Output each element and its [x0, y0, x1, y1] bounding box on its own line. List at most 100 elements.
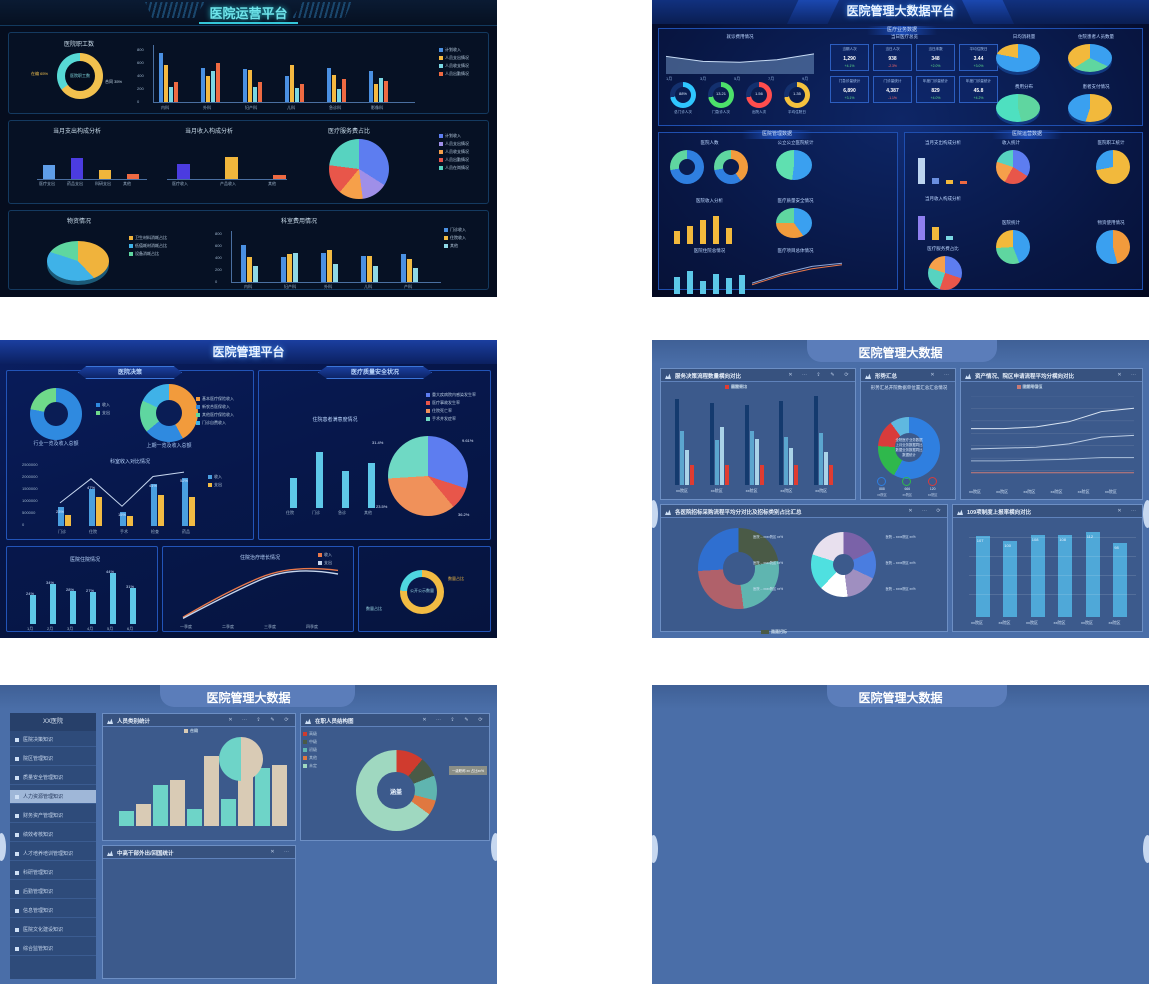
- card[interactable]: 在职人员结构图 ⟳ ✎ ⇪ ⋯ ✕ 涵盖 高级 中级 初级 其他 未定 一级职称 xx 占比xx%: [300, 713, 490, 841]
- card-control-close[interactable]: ✕: [788, 372, 793, 378]
- card-header: 服务决策流程数量横向对比 ⟳ ✎ ⇪ ⋯ ✕: [661, 369, 855, 382]
- bar: [206, 75, 210, 102]
- card[interactable]: 服务决策流程数量横向对比 ⟳ ✎ ⇪ ⋯ ✕ xx院区 xx院区 xx院区 xx院区 xx院区 全院平…: [660, 368, 856, 500]
- thumbnail-hospital-management-platform[interactable]: 医院管理平台 医院决策 医疗质量安全状况 行业一览及收入总额 收入 支出 上期一览及收…: [0, 340, 497, 638]
- p4-nav-left-arrow[interactable]: [652, 500, 658, 528]
- line-chart: [752, 262, 842, 286]
- bar: [784, 436, 789, 485]
- gauge-value: 88%: [678, 91, 687, 96]
- bar: [814, 395, 819, 485]
- gauge-value: 1.35: [793, 91, 801, 96]
- thumbnail-hospital-bigdata-bi-1[interactable]: 医院管理大数据 服务决策流程数量横向对比 ⟳ ✎ ⇪ ⋯ ✕ xx院区 xx院区 xx院区 xx院…: [652, 340, 1149, 638]
- card-control-export[interactable]: ⇪: [816, 372, 821, 378]
- legend-label: 支出: [102, 410, 110, 415]
- card-control-close[interactable]: ✕: [908, 508, 913, 514]
- p3-quality-legend: 重大疾病院内感染发生率 医疗事故发生率 住院死亡率 手术并发症率: [426, 392, 476, 424]
- legend-item: 其他医疗保险收入: [196, 412, 234, 418]
- sidebar-item-1[interactable]: 院区管理知识: [10, 752, 96, 766]
- card[interactable]: 资产情况、院区申请流程平均分横向对比 ⋯ ✕ xx院区 xx院区 xx院区 xx院区 xx院区…: [960, 368, 1143, 500]
- card[interactable]: 形势汇总 ⋯ ✕ 形势汇总开院数据单位置汇总汇总情况 全院医疗业务数据 上月业务数据同比数…: [860, 368, 956, 500]
- legend-label: 比选: [771, 629, 779, 634]
- card-control-edit[interactable]: ✎: [464, 717, 469, 723]
- p5-sidebar: XX医院 医院决策知识 院区管理知识 质量安全管理知识 人力资源管理知识 财务资产管理知…: [10, 713, 96, 979]
- p2-area-chart: [666, 53, 814, 74]
- bar: [713, 215, 719, 244]
- x-tick-label: 药品: [182, 529, 190, 534]
- p1-bar-x-axis: [153, 102, 415, 103]
- card-control-refresh[interactable]: ⟳: [478, 717, 483, 723]
- x-tick-label: 门诊: [58, 529, 66, 534]
- pie-3d: [996, 44, 1040, 72]
- thumbnail-hospital-bigdata-bi-3[interactable]: 医院管理大数据: [652, 685, 1149, 984]
- card-control-export[interactable]: ⇪: [450, 717, 455, 723]
- sidebar-book-icon: [15, 852, 19, 856]
- sidebar-item-7[interactable]: 科研管理知识: [10, 866, 96, 880]
- card-control-close[interactable]: ✕: [1117, 508, 1122, 514]
- card-control-more[interactable]: ⋯: [944, 372, 949, 378]
- card-control-edit[interactable]: ✎: [270, 717, 275, 723]
- p5-nav-left-arrow[interactable]: [0, 833, 6, 861]
- bar: [110, 573, 116, 624]
- card[interactable]: 人员类别统计 ⟳ ✎ ⇪ ⋯ ✕ 在编 合同: [102, 713, 296, 841]
- sidebar-item-0[interactable]: 医院决策知识: [10, 733, 96, 747]
- bar: [281, 256, 286, 282]
- bar: [136, 804, 151, 826]
- p5-nav-right-arrow[interactable]: [491, 833, 497, 861]
- card-control-edit[interactable]: ✎: [830, 372, 835, 378]
- sidebar-item-5[interactable]: 绩效考核知识: [10, 828, 96, 842]
- p4-nav-right-arrow[interactable]: [1143, 500, 1149, 528]
- card-control-close[interactable]: ✕: [228, 717, 233, 723]
- p1-staff-callout-2: 合同 35%: [105, 79, 123, 84]
- legend-item: 人员收支情况: [439, 149, 469, 155]
- card-control-close[interactable]: ✕: [422, 717, 427, 723]
- donut-center-line: 数据业务数据同比: [895, 447, 923, 452]
- card-control-more[interactable]: ⋯: [436, 717, 441, 723]
- card-control-more[interactable]: ⋯: [242, 717, 247, 723]
- sidebar-item-10[interactable]: 医院文化建设知识: [10, 923, 96, 937]
- card-control-close[interactable]: ✕: [1117, 372, 1122, 378]
- p1-bar-y-axis: [153, 45, 154, 103]
- thumbnail-hospital-operations-platform[interactable]: 医院运营平台 医院职工数 医院职工数 在编 65% 合同 35% 0 200 400…: [0, 0, 497, 297]
- kpi-label: 当日床数: [928, 47, 943, 51]
- chart-title: 医院收入分析: [696, 198, 723, 203]
- sidebar-item-4[interactable]: 财务资产管理知识: [10, 809, 96, 823]
- card-header: 109项制度上报率横向对比 ⋯ ✕: [953, 505, 1142, 518]
- card-control-more[interactable]: ⋯: [1131, 508, 1136, 514]
- card-body: 在编 合同: [103, 727, 295, 840]
- card-control-more[interactable]: ⋯: [802, 372, 807, 378]
- sidebar-item-6[interactable]: 人才培养培训管理知识: [10, 847, 96, 861]
- legend-label: 全院平均: [731, 384, 747, 389]
- card-control-more[interactable]: ⋯: [922, 508, 927, 514]
- sidebar-item-11[interactable]: 综合监管知识: [10, 942, 96, 956]
- p3-disclosure-hole: [407, 577, 437, 607]
- bar: [690, 464, 694, 485]
- sidebar-item-8[interactable]: 后勤管理知识: [10, 885, 96, 899]
- card-control-more[interactable]: ⋯: [284, 849, 289, 855]
- card-control-close[interactable]: ✕: [930, 372, 935, 378]
- bar: [89, 488, 95, 526]
- bar-value-label: 27%: [86, 587, 95, 593]
- sidebar-item-2[interactable]: 质量安全管理知识: [10, 771, 96, 785]
- y-tick-label: 1000000: [22, 498, 38, 503]
- card[interactable]: 各医院招标采购流程平均分对比及招标类别占比汇总 ⟳ ⋯ ✕ 医院 -- xxxx院区 x…: [660, 504, 948, 634]
- card-control-refresh[interactable]: ⟳: [284, 717, 289, 723]
- card-control-more[interactable]: ⋯: [1131, 372, 1136, 378]
- legend-swatch: [196, 412, 200, 417]
- p6-nav-left-arrow[interactable]: [652, 835, 658, 863]
- sidebar-item-3[interactable]: 人力资源管理知识: [10, 790, 96, 804]
- card-control-export[interactable]: ⇪: [256, 717, 261, 723]
- p6-nav-right-arrow[interactable]: [1143, 835, 1149, 863]
- card-control-refresh[interactable]: ⟳: [936, 508, 941, 514]
- card-control-refresh[interactable]: ⟳: [844, 372, 849, 378]
- thumbnail-hospital-bigdata-platform[interactable]: 医院管理大数据平台 医疗业务数据 医院管理数据 医院运营数据 就诊费用情况 1月 3…: [652, 0, 1149, 297]
- card[interactable]: 109项制度上报率横向对比 ⋯ ✕ 107 xx院区 100 xx院区 108 xx院区 108 x…: [952, 504, 1143, 632]
- legend-label: 公开招标: [771, 629, 787, 634]
- x-tick-label: xx院区: [998, 620, 1011, 625]
- sidebar-item-9[interactable]: 信息管理知识: [10, 904, 96, 918]
- card[interactable]: 中高干部外出/回国统计 ⋯ ✕: [102, 845, 296, 979]
- thumbnail-hospital-bigdata-bi-2[interactable]: 医院管理大数据 XX医院 医院决策知识 院区管理知识 质量安全管理知识 人力资源管理知…: [0, 685, 497, 984]
- y-tick-label: 0: [137, 99, 140, 104]
- bar: [201, 67, 205, 102]
- card-control-close[interactable]: ✕: [270, 849, 275, 855]
- point-label: 52%: [180, 478, 189, 484]
